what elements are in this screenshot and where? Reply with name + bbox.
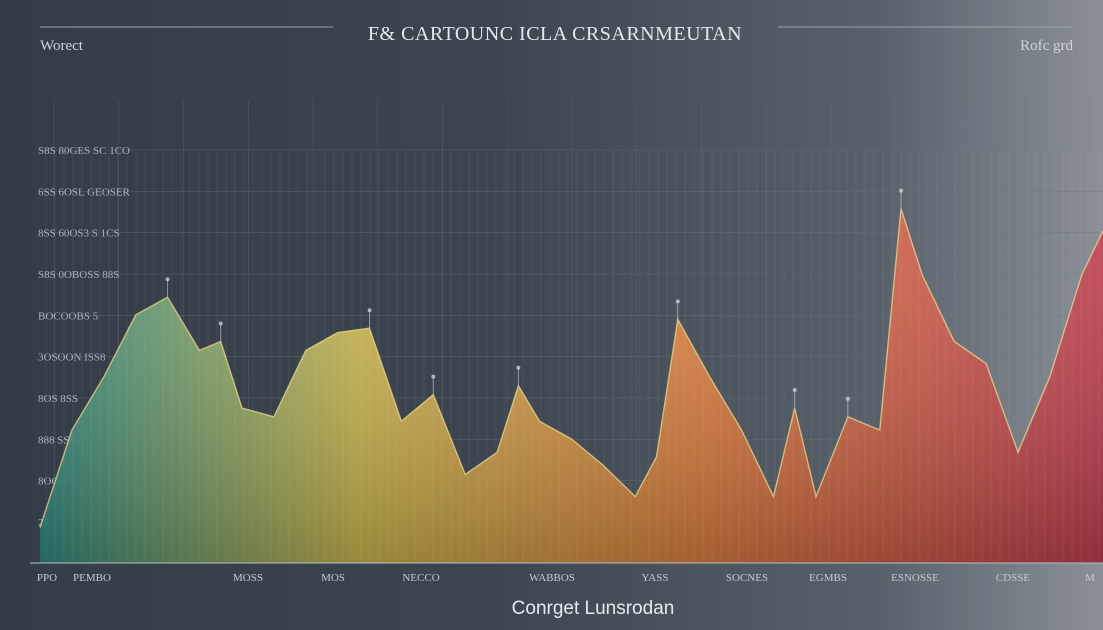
data-point <box>899 188 904 193</box>
x-tick-label: PPO <box>37 572 57 584</box>
data-point <box>675 299 680 304</box>
x-axis-ticks: PPO PEMBO MOSS MOS NECCO WABBOS YASS SOCNES EGMB… <box>37 572 1095 584</box>
data-series <box>39 150 1103 563</box>
y-tick-label: 8OS 8SS <box>38 393 78 405</box>
data-point <box>367 308 372 313</box>
x-tick-label: M <box>1085 572 1095 584</box>
x-tick-label: MOS <box>321 572 345 584</box>
x-tick-label: EGMBS <box>809 572 847 584</box>
x-tick-label: CDSSE <box>996 572 1031 584</box>
y-tick-label: S8S 0OBOSS 88S <box>38 269 119 281</box>
data-point <box>165 277 170 282</box>
x-tick-label: WABBOS <box>529 572 575 584</box>
x-tick-label: NECCO <box>402 572 439 584</box>
chart-title: F& CARTOUNC ICLA CRSARNMEUTAN <box>368 23 742 45</box>
data-point <box>792 387 797 392</box>
data-point <box>845 396 850 401</box>
x-tick-label: SOCNES <box>726 572 768 584</box>
x-tick-label: MOSS <box>233 572 263 584</box>
data-point <box>431 374 436 379</box>
y-tick-label: 8SS 60OS3 S 1CS <box>38 228 120 240</box>
x-tick-label: PEMBO <box>73 572 111 584</box>
top-left-label: Worect <box>40 38 84 54</box>
x-tick-label: YASS <box>642 572 669 584</box>
y-tick-label: BOCOOBS 5 <box>38 310 99 322</box>
area-shade <box>40 208 1103 563</box>
y-tick-label: S8S 80GES SC 1CO <box>38 145 130 157</box>
y-tick-label: 6SS 6OSL GEOSER <box>38 186 131 198</box>
y-tick-label: 888 SSS <box>38 434 76 446</box>
x-tick-label: ESNOSSE <box>891 572 939 584</box>
data-point <box>516 365 521 370</box>
series-line <box>39 208 1103 528</box>
x-axis-label: Conrget Lunsrodan <box>512 598 675 619</box>
top-right-label: Rofc grd <box>1020 38 1073 54</box>
data-point <box>218 321 223 326</box>
y-axis-ticks: S8S 80GES SC 1CO 6SS 6OSL GEOSER 8SS 60OS3… <box>38 145 131 529</box>
y-tick-label: 3OSOON ISS8 <box>38 352 106 364</box>
